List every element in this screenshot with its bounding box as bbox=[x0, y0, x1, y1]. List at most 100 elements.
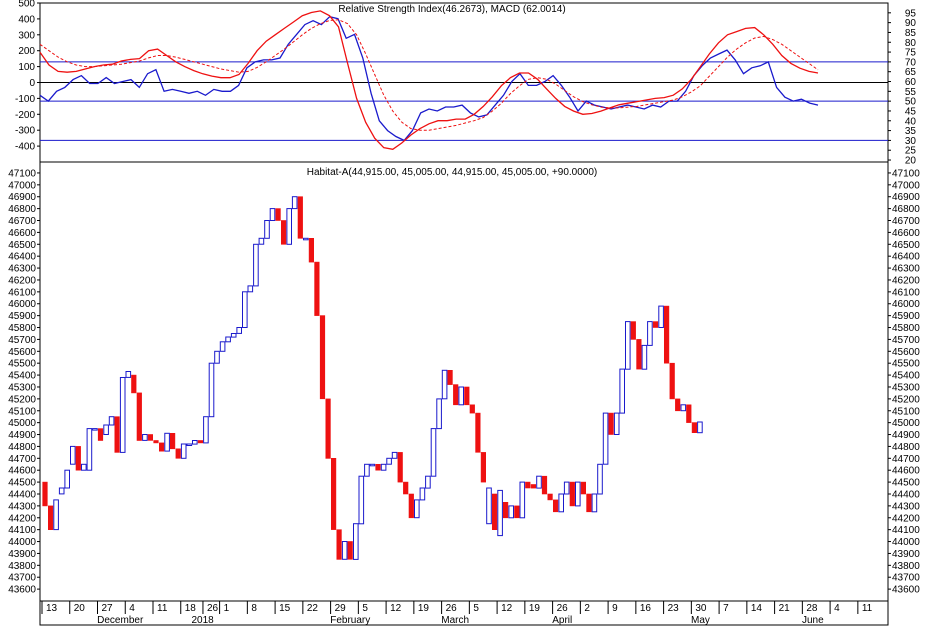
price-label-left: 47000 bbox=[8, 180, 36, 191]
right-tick-label: 30 bbox=[905, 136, 917, 147]
candle bbox=[580, 481, 586, 495]
date-tick-label: 23 bbox=[668, 603, 680, 614]
price-label-left: 45400 bbox=[8, 371, 36, 382]
candle bbox=[597, 463, 603, 495]
candle bbox=[58, 487, 65, 495]
left-tick-label: 300 bbox=[18, 30, 35, 41]
candle bbox=[669, 362, 675, 400]
price-label-right: 43600 bbox=[892, 585, 920, 596]
date-tick-label: 26 bbox=[557, 603, 569, 614]
price-label-left: 45800 bbox=[8, 323, 36, 334]
candle bbox=[686, 404, 692, 423]
candle bbox=[525, 481, 531, 489]
date-tick-label: 7 bbox=[723, 603, 729, 614]
price-label-left: 43800 bbox=[8, 561, 36, 572]
price-label-left: 46600 bbox=[8, 228, 36, 239]
candle bbox=[214, 350, 220, 364]
price-label-right: 44500 bbox=[892, 478, 920, 489]
candle bbox=[114, 416, 120, 453]
candle bbox=[419, 487, 426, 501]
candle bbox=[219, 341, 226, 352]
candle bbox=[303, 237, 309, 241]
candle bbox=[47, 505, 54, 530]
date-tick-label: 21 bbox=[779, 603, 791, 614]
price-label-left: 46200 bbox=[8, 275, 36, 286]
price-label-right: 44100 bbox=[892, 525, 920, 536]
left-tick-label: -300 bbox=[15, 126, 35, 137]
price-label-right: 47000 bbox=[892, 180, 920, 191]
candle bbox=[119, 377, 126, 453]
price-label-right: 46500 bbox=[892, 240, 920, 251]
candle bbox=[625, 321, 631, 370]
candle bbox=[147, 434, 154, 441]
candle bbox=[380, 463, 387, 471]
date-tick-label: 16 bbox=[640, 603, 652, 614]
date-tick-label: 12 bbox=[501, 603, 513, 614]
price-label-right: 45400 bbox=[892, 371, 920, 382]
candle bbox=[630, 321, 636, 340]
candle bbox=[552, 499, 559, 513]
candle bbox=[180, 443, 187, 459]
right-tick-label: 60 bbox=[905, 77, 917, 88]
candle bbox=[253, 243, 259, 287]
price-label-left: 45300 bbox=[8, 382, 36, 393]
left-tick-label: -200 bbox=[15, 110, 35, 121]
candle bbox=[170, 432, 176, 450]
candle bbox=[547, 493, 553, 501]
price-label-left: 43700 bbox=[8, 573, 36, 584]
candle bbox=[508, 505, 514, 519]
date-tick-label: 8 bbox=[251, 603, 257, 614]
right-tick-label: 85 bbox=[905, 28, 917, 39]
candle bbox=[447, 369, 453, 385]
date-tick-label: 12 bbox=[390, 603, 402, 614]
date-tick-label: 1 bbox=[224, 603, 230, 614]
candle bbox=[97, 428, 104, 441]
candle bbox=[341, 541, 348, 560]
candle bbox=[591, 493, 598, 513]
candle bbox=[291, 196, 298, 210]
date-tick-label: 15 bbox=[279, 603, 291, 614]
price-label-right: 46900 bbox=[892, 192, 920, 203]
candle bbox=[475, 412, 481, 453]
candle bbox=[641, 344, 648, 370]
candle bbox=[247, 285, 254, 293]
price-label-right: 46200 bbox=[892, 275, 920, 286]
price-label-right: 45200 bbox=[892, 394, 920, 405]
price-label-left: 44400 bbox=[8, 489, 36, 500]
candle bbox=[613, 412, 620, 436]
candle bbox=[42, 481, 48, 507]
right-tick-label: 75 bbox=[905, 48, 917, 59]
candle bbox=[275, 208, 281, 221]
candle bbox=[386, 457, 392, 465]
price-label-left: 44600 bbox=[8, 466, 36, 477]
candle bbox=[175, 448, 181, 459]
right-tick-label: 20 bbox=[905, 156, 917, 167]
month-label: December bbox=[97, 615, 144, 626]
candle bbox=[436, 398, 442, 430]
candle bbox=[536, 475, 542, 489]
right-tick-label: 55 bbox=[905, 87, 917, 98]
candle bbox=[319, 315, 326, 400]
candle bbox=[264, 220, 270, 239]
candle bbox=[602, 412, 609, 465]
right-tick-label: 95 bbox=[905, 8, 917, 19]
candle bbox=[464, 386, 470, 406]
candle bbox=[453, 384, 459, 406]
candle bbox=[364, 463, 370, 477]
chart-frame bbox=[39, 2, 889, 626]
left-tick-label: -400 bbox=[15, 142, 35, 153]
price-label-left: 44000 bbox=[8, 537, 36, 548]
date-tick-label: 30 bbox=[695, 603, 707, 614]
candle bbox=[269, 208, 276, 222]
right-tick-label: 70 bbox=[905, 57, 917, 68]
date-tick-label: 19 bbox=[418, 603, 430, 614]
price-label-right: 45100 bbox=[892, 406, 920, 417]
candle bbox=[53, 499, 59, 531]
rsi-line bbox=[39, 15, 819, 142]
price-label-right: 45300 bbox=[892, 382, 920, 393]
price-label-left: 44500 bbox=[8, 478, 36, 489]
price-label-right: 45500 bbox=[892, 359, 920, 370]
price-label-left: 46500 bbox=[8, 240, 36, 251]
price-label-left: 45900 bbox=[8, 311, 36, 322]
